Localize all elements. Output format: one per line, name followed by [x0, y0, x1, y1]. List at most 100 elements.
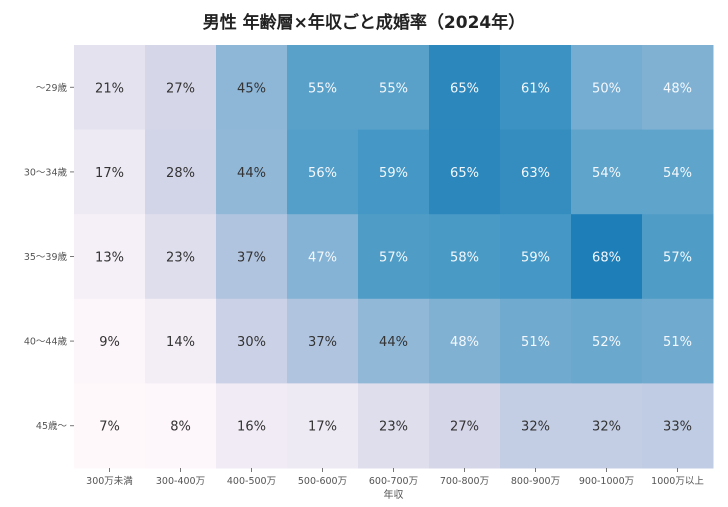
x-tick-label: 300万未満 — [86, 475, 133, 487]
heatmap-cell — [571, 298, 643, 384]
heatmap-cell — [429, 298, 501, 384]
cell-value-label: 7% — [99, 420, 120, 435]
cell-value-label: 30% — [237, 335, 266, 350]
cell-value-label: 63% — [521, 166, 550, 181]
cell-value-label: 45% — [237, 81, 266, 96]
heatmap-cell — [500, 383, 572, 469]
cell-value-label: 56% — [308, 166, 337, 181]
cell-value-label: 14% — [166, 335, 195, 350]
heatmap-cell — [216, 383, 288, 469]
heatmap-cell — [145, 214, 217, 300]
heatmap-cell — [287, 129, 359, 215]
heatmap-cell — [571, 129, 643, 215]
cell-value-label: 48% — [450, 335, 479, 350]
cell-value-label: 65% — [450, 166, 479, 181]
heatmap-cell — [429, 129, 501, 215]
heatmap-cell — [571, 45, 643, 131]
heatmap-cell — [429, 214, 501, 300]
heatmap-cell — [74, 298, 146, 384]
heatmap-cell — [287, 45, 359, 131]
cell-value-label: 8% — [170, 420, 191, 435]
cell-value-label: 13% — [95, 251, 124, 266]
x-tick-label: 1000万以上 — [651, 476, 704, 487]
cell-value-label: 32% — [592, 420, 621, 435]
heatmap-cell — [571, 214, 643, 300]
heatmap-cell — [216, 298, 288, 384]
heatmap-cell — [287, 298, 359, 384]
x-tick-label: 600-700万 — [369, 476, 418, 487]
cell-value-label: 27% — [450, 420, 479, 435]
cell-value-label: 23% — [379, 420, 408, 435]
heatmap-cell — [500, 129, 572, 215]
cell-value-label: 59% — [521, 251, 550, 266]
heatmap-cell — [358, 45, 430, 131]
heatmap-cell — [500, 45, 572, 131]
cell-value-label: 48% — [663, 81, 692, 96]
cell-value-label: 57% — [379, 251, 408, 266]
heatmap-cell — [74, 45, 146, 131]
heatmap-cell — [145, 383, 217, 469]
cell-value-label: 59% — [379, 166, 408, 181]
cell-value-label: 52% — [592, 335, 621, 350]
cell-value-label: 57% — [663, 251, 692, 266]
cell-value-label: 61% — [521, 81, 550, 96]
cell-value-label: 58% — [450, 251, 479, 266]
cell-value-label: 32% — [521, 420, 550, 435]
cell-value-label: 17% — [95, 166, 124, 181]
heatmap-cell — [145, 298, 217, 384]
x-tick-label: 700-800万 — [440, 476, 489, 487]
heatmap-cell — [642, 214, 714, 300]
heatmap-cell — [500, 298, 572, 384]
x-tick-label: 800-900万 — [511, 476, 560, 487]
cell-value-label: 54% — [592, 166, 621, 181]
cell-value-label: 23% — [166, 251, 195, 266]
y-tick-label: 30～34歳 — [24, 166, 68, 178]
cell-value-label: 55% — [379, 81, 408, 96]
y-tick-label: ～29歳 — [36, 82, 68, 94]
cell-value-label: 33% — [663, 420, 692, 435]
cell-value-label: 47% — [308, 251, 337, 266]
cell-value-label: 55% — [308, 81, 337, 96]
heatmap-cell — [642, 298, 714, 384]
heatmap-cell — [287, 383, 359, 469]
heatmap-cell — [358, 129, 430, 215]
heatmap-cell — [145, 129, 217, 215]
cell-value-label: 27% — [166, 81, 195, 96]
cell-value-label: 51% — [663, 335, 692, 350]
x-tick-label: 400-500万 — [227, 476, 276, 487]
heatmap-cell — [74, 383, 146, 469]
heatmap-cell — [145, 45, 217, 131]
cell-value-label: 44% — [237, 166, 266, 181]
heatmap-cell — [429, 45, 501, 131]
heatmap-cell — [216, 129, 288, 215]
heatmap-cell — [358, 383, 430, 469]
cell-value-label: 37% — [237, 251, 266, 266]
cell-value-label: 17% — [308, 420, 337, 435]
heatmap-cell — [642, 383, 714, 469]
heatmap-cell — [358, 214, 430, 300]
cell-value-label: 51% — [521, 335, 550, 350]
y-tick-label: 45歳～ — [36, 420, 68, 432]
x-tick-label: 300-400万 — [156, 476, 205, 487]
x-tick-label: 500-600万 — [298, 476, 347, 487]
heatmap-cell — [358, 298, 430, 384]
heatmap-cell — [642, 129, 714, 215]
cell-value-label: 44% — [379, 335, 408, 350]
cell-value-label: 54% — [663, 166, 692, 181]
cell-value-label: 37% — [308, 335, 337, 350]
cell-value-label: 50% — [592, 81, 621, 96]
cell-value-label: 16% — [237, 420, 266, 435]
cell-value-label: 9% — [99, 335, 120, 350]
heatmap-cell — [74, 214, 146, 300]
heatmap-cell — [216, 45, 288, 131]
cell-value-label: 65% — [450, 81, 479, 96]
heatmap-cell — [287, 214, 359, 300]
y-tick-label: 35～39歳 — [24, 251, 68, 263]
cell-value-label: 28% — [166, 166, 195, 181]
heatmap-cell — [74, 129, 146, 215]
x-axis-label: 年収 — [384, 488, 404, 501]
y-tick-label: 40～44歳 — [24, 336, 68, 348]
heatmap-cell — [642, 45, 714, 131]
heatmap-cell — [429, 383, 501, 469]
